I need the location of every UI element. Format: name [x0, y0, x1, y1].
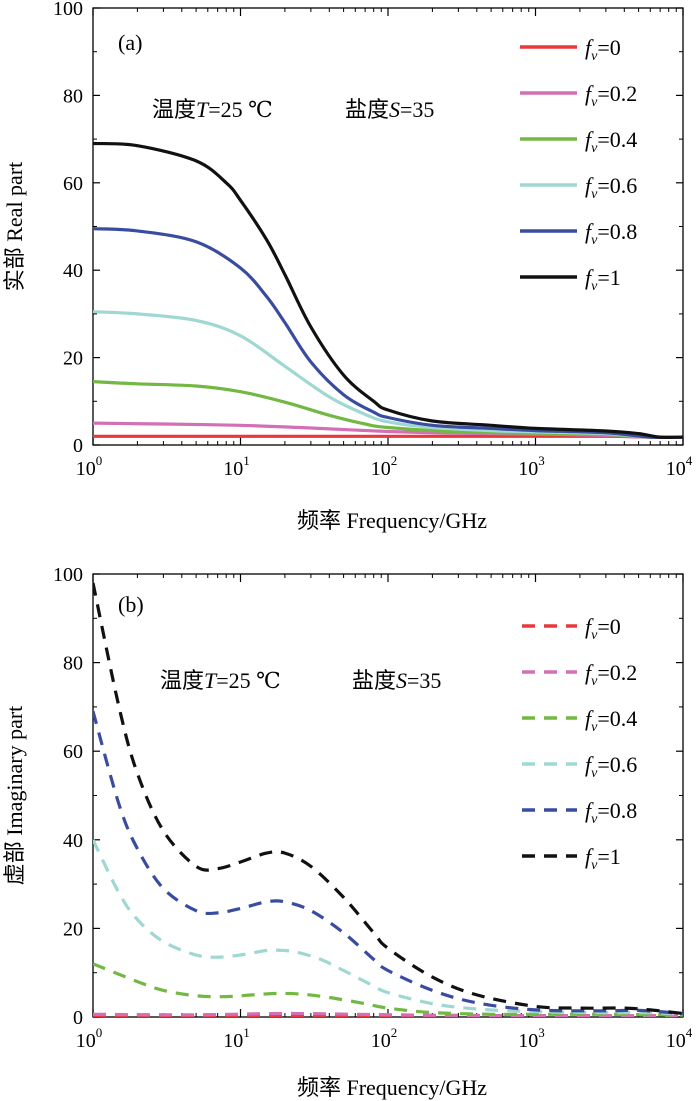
legend-label-5: fv=1 [585, 265, 621, 294]
legend-label-0: fv=0 [585, 614, 621, 643]
y-tick-label: 0 [73, 1007, 83, 1029]
y-tick-label: 60 [63, 741, 83, 763]
legend-label-2: fv=0.4 [585, 127, 637, 156]
x-tick-label: 100 [76, 1025, 103, 1052]
x-axis-title: 频率 Frequency/GHz [297, 1075, 487, 1100]
x-axis-title: 频率 Frequency/GHz [297, 508, 487, 533]
x-tick-label: 102 [371, 453, 398, 480]
x-tick-label: 100 [76, 453, 103, 480]
legend: fv=0 fv=0.2 fv=0.4 fv=0.6 fv=0.8 fv=1 [522, 614, 637, 873]
y-tick-label: 100 [53, 0, 83, 20]
temperature-annotation: 温度T=25 ℃ [152, 97, 273, 122]
x-tick-label: 103 [518, 1025, 545, 1052]
y-tick-label: 100 [53, 564, 83, 586]
x-tick-label: 103 [518, 453, 545, 480]
legend-label-4: fv=0.8 [585, 798, 637, 827]
series-line-5 [93, 141, 683, 439]
x-tick-label: 102 [371, 1025, 398, 1052]
x-tick-label: 101 [223, 1025, 250, 1052]
series-lines [93, 141, 683, 440]
chart-panel-b: 0 20 40 60 80 100 100 101 102 103 104 频率 Frequency/… [2, 564, 693, 1100]
legend-label-2: fv=0.4 [585, 706, 637, 735]
y-tick-label: 40 [63, 830, 83, 852]
series-lines [93, 582, 683, 1017]
y-tick-label: 40 [63, 260, 83, 282]
legend-label-3: fv=0.6 [585, 752, 637, 781]
series-line-1 [93, 1011, 683, 1017]
legend-label-0: fv=0 [585, 35, 621, 64]
y-tick-label: 0 [73, 435, 83, 457]
y-tick-label: 20 [63, 348, 83, 370]
series-line-5 [93, 582, 683, 1016]
panel-label: (b) [118, 592, 144, 617]
legend-label-1: fv=0.2 [585, 81, 637, 110]
series-line-3 [93, 839, 683, 1016]
y-tick-label: 20 [63, 918, 83, 940]
legend-label-1: fv=0.2 [585, 660, 637, 689]
x-tick-label: 101 [223, 453, 250, 480]
salinity-annotation: 盐度S=35 [345, 97, 434, 122]
legend-label-3: fv=0.6 [585, 173, 637, 202]
series-line-4 [93, 227, 683, 440]
x-tick-label: 104 [666, 1025, 693, 1052]
x-tick-label: 104 [666, 453, 693, 480]
plot-frame [92, 7, 684, 446]
y-axis-title: 实部 Real part [2, 162, 27, 292]
y-tick-label: 60 [63, 173, 83, 195]
series-line-4 [93, 710, 683, 1016]
temperature-annotation: 温度T=25 ℃ [160, 668, 281, 693]
legend-label-5: fv=1 [585, 844, 621, 873]
y-axis-title: 虚部 Imaginary part [2, 706, 27, 886]
y-tick-label: 80 [63, 85, 83, 107]
panel-label: (a) [118, 30, 142, 55]
series-line-2 [93, 962, 683, 1017]
y-tick-label: 80 [63, 653, 83, 675]
chart-panel-a: 0 20 40 60 80 100 100 101 102 103 104 频率 Frequency/… [2, 0, 693, 533]
salinity-annotation: 盐度S=35 [352, 668, 441, 693]
legend-label-4: fv=0.8 [585, 219, 637, 248]
legend: fv=0 fv=0.2 fv=0.4 fv=0.6 fv=0.8 fv=1 [520, 35, 637, 294]
